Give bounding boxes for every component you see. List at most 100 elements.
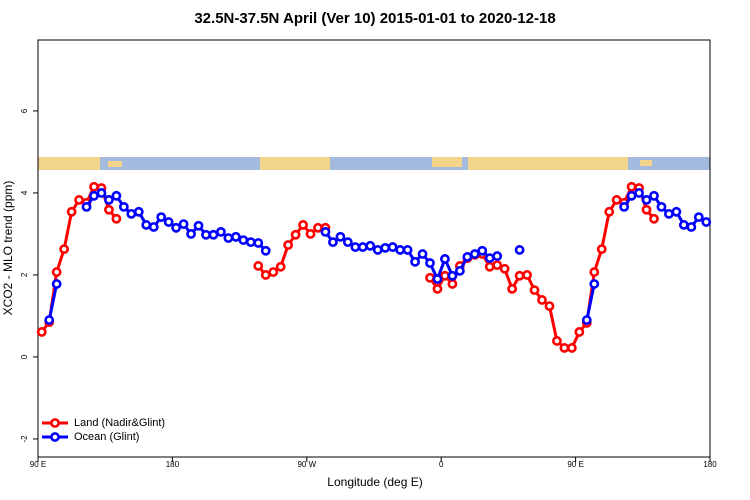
point xyxy=(320,226,331,237)
point xyxy=(290,229,301,240)
y-tick-label: 4 xyxy=(20,190,29,195)
point xyxy=(328,237,338,248)
y-tick-label: -2 xyxy=(20,435,29,443)
point xyxy=(634,188,644,198)
x-tick-label: 180 xyxy=(703,460,717,469)
point xyxy=(552,336,562,346)
point xyxy=(74,195,84,205)
point xyxy=(372,245,383,255)
point xyxy=(440,270,450,281)
point xyxy=(641,195,652,205)
point xyxy=(686,222,697,232)
point xyxy=(514,245,525,255)
point xyxy=(596,244,607,255)
point xyxy=(245,237,256,248)
point xyxy=(522,270,532,280)
point xyxy=(81,201,92,212)
point xyxy=(51,267,62,277)
point xyxy=(544,301,555,312)
point xyxy=(283,240,294,250)
point xyxy=(425,258,435,268)
point xyxy=(193,220,204,231)
point xyxy=(514,270,525,281)
point xyxy=(492,260,503,271)
point xyxy=(260,270,271,280)
point xyxy=(492,251,503,261)
point xyxy=(432,283,443,294)
point xyxy=(380,242,391,253)
point xyxy=(357,242,368,252)
point xyxy=(253,238,264,248)
point xyxy=(402,245,413,255)
x-tick-label: 90 E xyxy=(567,460,583,469)
point xyxy=(253,261,264,271)
point xyxy=(432,274,443,284)
point xyxy=(268,267,279,277)
point xyxy=(619,201,630,212)
point xyxy=(335,231,346,242)
point xyxy=(604,206,615,217)
y-tick-label: 0 xyxy=(20,354,29,359)
point xyxy=(51,279,62,289)
point xyxy=(559,343,570,353)
y-tick-label: 2 xyxy=(20,272,29,277)
point xyxy=(89,181,99,192)
point xyxy=(59,244,70,255)
point xyxy=(208,229,219,240)
point xyxy=(342,237,353,248)
point xyxy=(417,249,428,259)
point xyxy=(447,279,458,289)
point xyxy=(589,267,600,277)
y-axis-label: XCO2 - MLO trend (ppm) xyxy=(1,181,15,316)
point xyxy=(66,206,77,217)
point xyxy=(387,242,398,252)
point xyxy=(701,217,712,227)
x-tick-label: 0 xyxy=(439,460,444,469)
point xyxy=(201,229,211,240)
point xyxy=(156,212,167,223)
point xyxy=(484,261,495,272)
point xyxy=(626,181,637,192)
point xyxy=(104,195,114,205)
point xyxy=(395,245,406,255)
point xyxy=(656,201,667,212)
map-strip xyxy=(38,157,710,170)
point xyxy=(111,213,122,224)
point xyxy=(104,204,114,215)
point xyxy=(589,279,600,289)
point xyxy=(365,240,376,251)
point xyxy=(163,217,174,227)
point xyxy=(305,229,316,239)
point xyxy=(186,229,196,239)
point xyxy=(133,206,144,217)
point xyxy=(678,220,689,230)
point xyxy=(693,212,704,223)
point xyxy=(260,245,271,256)
point xyxy=(581,315,592,325)
point xyxy=(447,270,458,281)
point xyxy=(462,252,473,262)
point xyxy=(649,190,659,201)
point xyxy=(36,327,47,337)
point xyxy=(350,242,361,252)
point xyxy=(454,265,465,276)
point xyxy=(649,213,659,224)
point xyxy=(313,222,323,233)
legend-marker xyxy=(50,418,60,428)
point xyxy=(230,231,241,242)
x-tick-label: 180 xyxy=(166,460,180,469)
legend-label: Land (Nadir&Glint) xyxy=(74,417,165,429)
point xyxy=(298,220,308,230)
point xyxy=(664,208,674,219)
point xyxy=(641,204,652,215)
y-tick-label: 6 xyxy=(20,108,29,113)
x-tick-label: 90 E xyxy=(30,460,46,469)
point xyxy=(566,343,577,353)
point xyxy=(275,261,286,272)
point xyxy=(574,327,585,337)
point xyxy=(238,235,249,245)
point xyxy=(216,226,226,237)
point xyxy=(44,315,55,325)
point xyxy=(178,219,189,230)
